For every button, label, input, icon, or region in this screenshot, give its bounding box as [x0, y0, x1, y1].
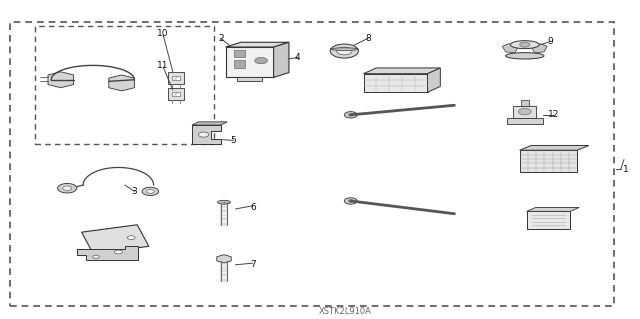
Text: XSTK2L910A: XSTK2L910A: [319, 307, 372, 315]
Polygon shape: [428, 68, 440, 92]
Polygon shape: [226, 47, 274, 77]
Ellipse shape: [506, 53, 544, 59]
Bar: [520, 150, 577, 172]
Text: 11: 11: [157, 61, 169, 70]
Polygon shape: [520, 145, 589, 150]
Circle shape: [348, 200, 353, 202]
Circle shape: [147, 189, 154, 193]
Polygon shape: [226, 42, 289, 47]
Circle shape: [348, 114, 353, 116]
Text: 8: 8: [365, 34, 371, 43]
Polygon shape: [502, 44, 518, 53]
Circle shape: [127, 236, 135, 240]
Bar: [364, 74, 428, 92]
Ellipse shape: [511, 41, 539, 49]
Polygon shape: [531, 44, 547, 53]
Circle shape: [58, 183, 77, 193]
Bar: [513, 106, 536, 118]
Text: 7: 7: [250, 260, 255, 269]
Text: 9: 9: [548, 37, 553, 46]
Polygon shape: [364, 68, 440, 74]
Polygon shape: [48, 72, 74, 88]
Circle shape: [115, 250, 122, 254]
Bar: [168, 88, 184, 100]
Bar: [172, 76, 180, 80]
Text: 6: 6: [250, 203, 255, 212]
Circle shape: [142, 187, 159, 196]
Circle shape: [255, 57, 268, 64]
Circle shape: [518, 108, 531, 115]
Circle shape: [337, 47, 352, 55]
Text: 1: 1: [623, 165, 628, 174]
Text: 5: 5: [231, 136, 236, 145]
Text: 4: 4: [295, 53, 300, 62]
Polygon shape: [217, 255, 231, 263]
Bar: [527, 211, 570, 229]
Bar: [521, 100, 529, 106]
Circle shape: [330, 44, 358, 58]
Circle shape: [198, 132, 209, 137]
Text: 12: 12: [548, 110, 559, 119]
Polygon shape: [527, 207, 579, 211]
Bar: [507, 118, 543, 124]
Bar: [172, 92, 180, 96]
Bar: [234, 50, 245, 57]
Polygon shape: [81, 225, 149, 254]
Bar: [10, 22, 614, 306]
Text: 3: 3: [132, 187, 137, 196]
Circle shape: [93, 255, 99, 258]
Bar: [35, 26, 214, 144]
Circle shape: [344, 198, 357, 204]
Bar: [237, 77, 262, 81]
Circle shape: [344, 112, 357, 118]
Polygon shape: [77, 246, 138, 260]
Circle shape: [63, 186, 72, 190]
Polygon shape: [192, 125, 221, 144]
Text: 2: 2: [218, 34, 223, 43]
Text: 10: 10: [157, 29, 169, 38]
Circle shape: [520, 42, 530, 47]
Polygon shape: [109, 75, 134, 91]
Bar: [234, 60, 245, 68]
Ellipse shape: [330, 48, 358, 50]
Ellipse shape: [218, 200, 230, 204]
Polygon shape: [192, 122, 227, 125]
Bar: [168, 72, 184, 84]
Polygon shape: [274, 42, 289, 77]
